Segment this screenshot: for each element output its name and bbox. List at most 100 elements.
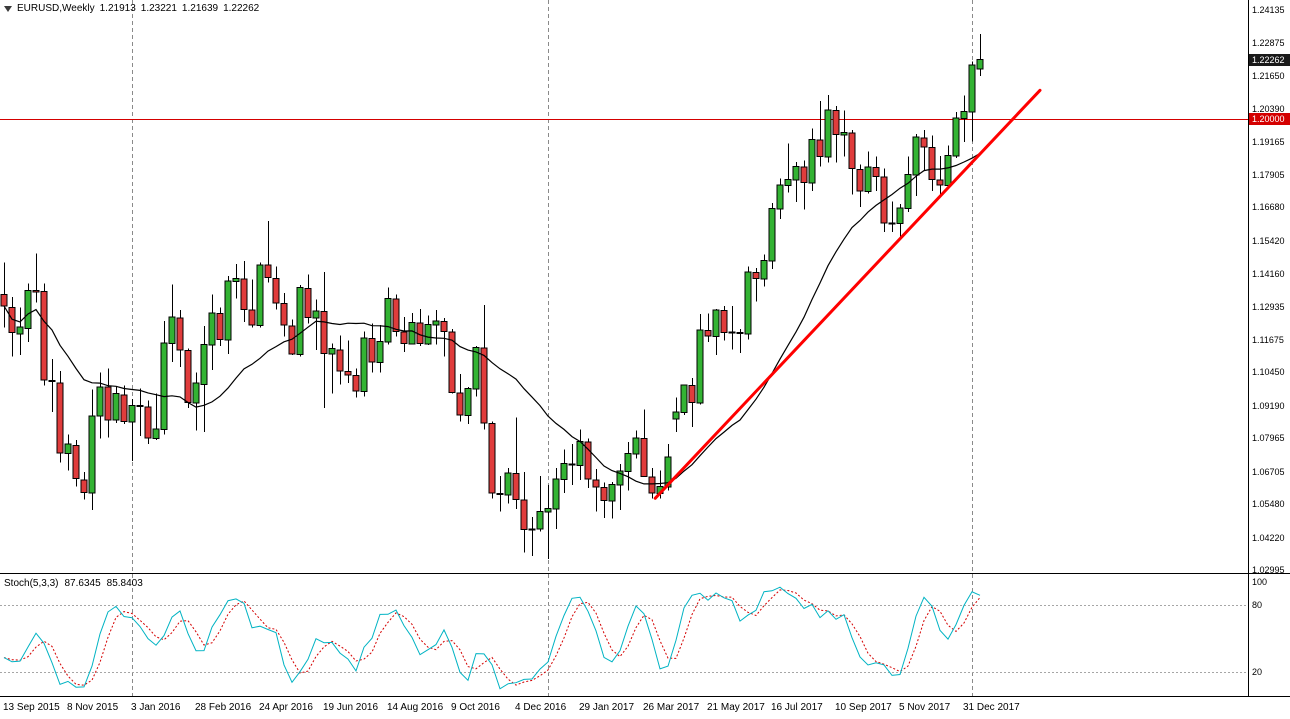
candle-body-up	[976, 59, 984, 70]
candle-body-down	[184, 350, 192, 403]
time-axis-label: 29 Jan 2017	[579, 702, 635, 713]
candle-body-up	[560, 462, 568, 480]
time-axis-label: 10 Sep 2017	[835, 702, 892, 713]
indicator-axis[interactable]: 100 80 20	[1249, 574, 1290, 696]
time-axis-label: 16 Jul 2017	[771, 702, 823, 713]
candle-body-up	[712, 309, 720, 337]
candle-body-up	[232, 277, 240, 283]
candle-body-up	[160, 342, 168, 430]
candle-body-up	[784, 179, 792, 187]
stochastic-main-line	[3, 586, 981, 690]
candle-body-down	[336, 349, 344, 372]
time-axis-label: 13 Sep 2015	[3, 702, 60, 713]
time-axis-label: 31 Dec 2017	[963, 702, 1020, 713]
candle-body-up	[208, 312, 216, 346]
candle-body-down	[368, 338, 376, 363]
candle-body-up	[128, 404, 136, 423]
candle-body-down	[688, 384, 696, 403]
candle-body-down	[80, 479, 88, 493]
axis-separator	[1248, 0, 1249, 696]
candle-body-up	[912, 136, 920, 176]
candle-body-up	[744, 271, 752, 335]
candle-body-down	[392, 298, 400, 333]
candle-body-up	[840, 132, 848, 136]
candle-body-up	[528, 528, 536, 531]
candle-body-up	[696, 329, 704, 404]
price-axis-label: 1.12935	[1252, 302, 1285, 312]
candle-body-down	[848, 132, 856, 170]
indicator-d-value: 85.8403	[106, 578, 143, 589]
indicator-panel[interactable]: Stoch(5,3,3) 87.6345 85.8403	[0, 574, 1248, 696]
candle-body-up	[424, 324, 432, 345]
candle-body-up	[824, 109, 832, 158]
candle-body-up	[96, 386, 104, 417]
time-axis-label: 26 Mar 2017	[643, 702, 700, 713]
candle-body-down	[144, 406, 152, 439]
candle-body-up	[768, 208, 776, 262]
candle-body-down	[640, 437, 648, 477]
time-axis-label: 9 Oct 2016	[451, 702, 500, 713]
price-axis-label: 1.21650	[1252, 71, 1285, 81]
price-axis-label: 1.14160	[1252, 269, 1285, 279]
candle-body-down	[272, 277, 280, 304]
time-axis-separator	[0, 696, 1290, 697]
candle-body-down	[928, 147, 936, 180]
candle-body-down	[456, 392, 464, 416]
candle-body-up	[408, 321, 416, 345]
candle-body-up	[296, 287, 304, 356]
candle-body-up	[544, 507, 552, 513]
chart-ohlc-header: EURUSD,Weekly 1.21913 1.23221 1.21639 1.…	[4, 3, 259, 14]
indicator-axis-label: 100	[1252, 577, 1268, 587]
indicator-k-value: 87.6345	[64, 578, 101, 589]
price-axis-label: 1.17905	[1252, 170, 1285, 180]
price-axis-label: 1.22875	[1252, 38, 1285, 48]
ohlc-open-value: 1.21913	[99, 3, 136, 14]
candle-body-up	[16, 326, 24, 335]
ohlc-close-value: 1.22262	[223, 3, 260, 14]
candle-body-down	[648, 476, 656, 494]
time-axis[interactable]: 13 Sep 2015 8 Nov 2015 3 Jan 2016 28 Feb 20…	[0, 697, 1290, 719]
candle-body-down	[416, 322, 424, 344]
candle-body-down	[800, 166, 808, 184]
candle-body-up	[632, 437, 640, 455]
candle-body-up	[432, 320, 440, 326]
candle-body-down	[72, 444, 80, 479]
price-axis-label: 1.11675	[1252, 335, 1284, 345]
ohlc-high-value: 1.23221	[140, 3, 177, 14]
candle-body-down	[280, 303, 288, 326]
stochastic-canvas[interactable]	[0, 574, 1248, 696]
main-chart-area[interactable]: EURUSD,Weekly 1.21913 1.23221 1.21639 1.…	[0, 0, 1248, 573]
candle-body-up	[672, 411, 680, 420]
time-axis-label: 8 Nov 2015	[67, 702, 119, 713]
candle-body-down	[344, 371, 352, 376]
candle-body-down	[176, 317, 184, 351]
candle-body-down	[216, 312, 224, 340]
time-axis-label: 21 May 2017	[707, 702, 765, 713]
price-axis-label: 1.10450	[1252, 367, 1285, 377]
ohlc-low-value: 1.21639	[181, 3, 219, 14]
time-axis-label: 19 Jun 2016	[323, 702, 379, 713]
candle-body-up	[904, 173, 912, 210]
price-axis-label: 1.07965	[1252, 433, 1285, 443]
candle-body-up	[896, 207, 904, 224]
candle-body-up	[224, 280, 232, 341]
candle-body-down	[816, 139, 824, 158]
time-axis-label: 24 Apr 2016	[259, 702, 313, 713]
price-chart-canvas[interactable]	[0, 0, 1248, 573]
symbol-marker-icon	[4, 5, 12, 12]
candle-body-up	[944, 155, 952, 187]
price-axis[interactable]: 1.22262 1.20000 1.24135 1.22875 1.21650 1.2…	[1249, 0, 1290, 575]
trend-line	[653, 88, 1042, 500]
candle-body-down	[320, 311, 328, 354]
candle-body-up	[624, 453, 632, 472]
candle-body-up	[168, 316, 176, 344]
panel-separator[interactable]	[0, 573, 1290, 574]
candle-body-down	[480, 347, 488, 424]
price-axis-label: 1.19165	[1252, 137, 1285, 147]
candle-body-down	[832, 110, 840, 135]
candle-body-up	[576, 441, 584, 467]
candle-body-up	[464, 387, 472, 416]
candle-body-up	[152, 428, 160, 440]
time-axis-label: 4 Dec 2016	[515, 702, 567, 713]
candle-body-up	[616, 470, 624, 486]
